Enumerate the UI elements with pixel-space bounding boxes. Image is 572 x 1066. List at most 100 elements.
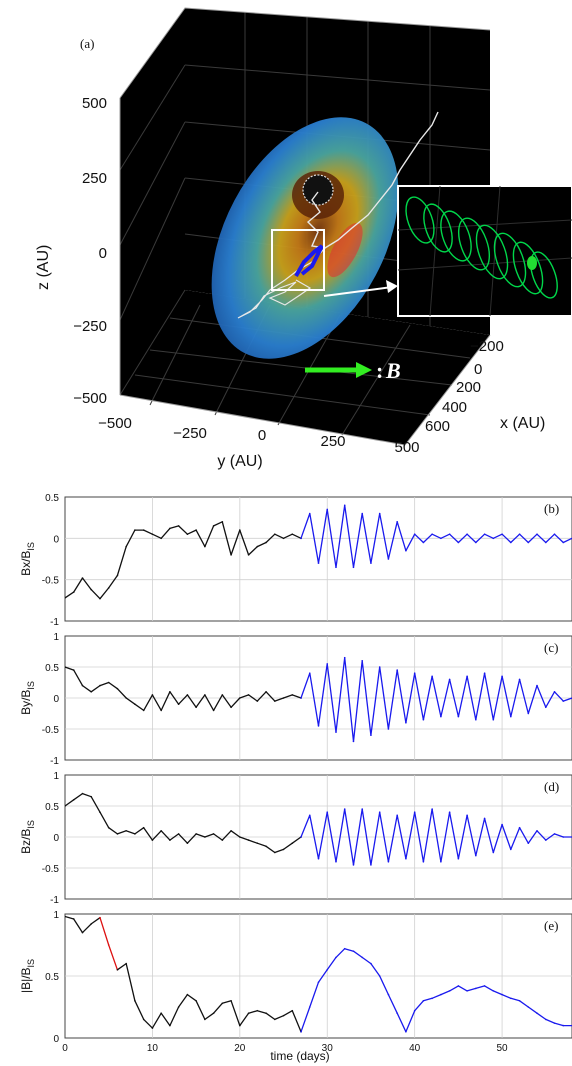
data-point: [72, 669, 75, 671]
y-axis-label: By/BIS: [19, 681, 36, 715]
panel-a: : B (a) 500 250 0 −250 −500 z (AU) −500 …: [35, 7, 572, 470]
data-point: [343, 504, 346, 507]
data-point: [282, 537, 285, 540]
data-point: [387, 728, 390, 730]
data-point: [352, 566, 355, 569]
data-point: [81, 684, 84, 687]
data-point: [116, 574, 119, 577]
data-point: [230, 554, 232, 556]
panel-label: (c): [544, 640, 558, 655]
svg-text:−250: −250: [173, 425, 207, 442]
data-point: [378, 512, 381, 515]
y-axis: −500 −250 0 250 500 y (AU): [98, 415, 419, 470]
data-point: [273, 851, 276, 854]
data-point: [204, 836, 206, 838]
data-point: [160, 537, 162, 540]
x-tick-label: 20: [234, 1043, 246, 1054]
data-point: [116, 833, 119, 835]
data-point: [65, 805, 66, 807]
data-point: [475, 541, 477, 544]
y-tick-label: -1: [50, 617, 59, 628]
y-axis-label: Bz/BIS: [19, 820, 36, 854]
data-point: [518, 1000, 521, 1002]
x-tick-label: 10: [147, 1043, 159, 1054]
data-point: [483, 817, 486, 820]
data-point: [387, 558, 390, 560]
y-tick-label: 1: [53, 910, 59, 921]
data-point: [466, 675, 468, 678]
data-point: [518, 678, 521, 681]
data-point: [510, 848, 512, 851]
data-point: [553, 533, 556, 535]
data-point: [142, 709, 145, 712]
data-point: [352, 864, 355, 866]
data-point: [177, 1006, 180, 1008]
y-axis-label: |B|/BIS: [19, 959, 36, 993]
y-axis-label: Bx/BIS: [19, 542, 36, 576]
data-point: [291, 694, 294, 696]
data-point: [291, 842, 294, 844]
data-point: [431, 997, 433, 1000]
y-tick-label: -0.5: [42, 864, 60, 875]
data-point: [107, 681, 110, 684]
cube-left-wall: [120, 8, 185, 395]
data-point: [483, 533, 486, 535]
z-axis: 500 250 0 −250 −500 z (AU): [35, 95, 107, 407]
data-point: [317, 857, 320, 860]
data-point: [72, 591, 75, 593]
svg-text:200: 200: [456, 379, 481, 396]
data-point: [239, 836, 241, 838]
data-point: [265, 691, 267, 693]
data-point: [413, 811, 416, 813]
data-point: [536, 533, 538, 535]
data-point: [125, 545, 127, 548]
data-point: [308, 672, 311, 674]
data-point: [370, 734, 372, 736]
y-tick-label: 0: [53, 694, 59, 705]
series-line-black: [65, 792, 302, 854]
data-point: [370, 562, 372, 564]
data-point: [99, 811, 101, 813]
data-point: [335, 956, 337, 959]
data-point: [317, 725, 320, 727]
data-point: [256, 842, 259, 844]
data-point: [230, 1000, 232, 1002]
heliosphere-shell: [211, 117, 399, 359]
data-point: [440, 715, 442, 718]
data-point: [448, 678, 451, 681]
series-line-blue: [300, 657, 572, 743]
data-point: [247, 694, 250, 696]
y-tick-label: 0: [53, 833, 59, 844]
data-point: [378, 811, 381, 813]
data-point: [457, 715, 460, 718]
data-point: [361, 512, 364, 515]
data-point: [151, 694, 154, 696]
data-point: [405, 722, 407, 724]
data-point: [177, 703, 180, 705]
svg-text:500: 500: [82, 95, 107, 112]
data-point: [212, 525, 215, 527]
data-point: [308, 512, 311, 515]
data-point: [169, 1024, 171, 1027]
data-point: [247, 554, 250, 556]
data-point: [273, 1018, 276, 1021]
data-point: [501, 823, 503, 826]
data-point: [553, 691, 556, 693]
data-point: [90, 923, 93, 925]
data-point: [90, 588, 93, 591]
data-point: [527, 712, 530, 715]
data-point: [116, 687, 119, 690]
data-point: [204, 545, 206, 548]
data-point: [300, 697, 302, 699]
series-line-black: [65, 521, 302, 600]
field-line: [306, 111, 439, 249]
y-tick-label: 0.5: [45, 972, 59, 983]
data-point: [221, 694, 224, 696]
data-point: [475, 718, 477, 721]
field-line-tangle: [237, 247, 326, 319]
data-point: [326, 969, 329, 971]
series-group: [65, 792, 572, 866]
data-point: [413, 1009, 416, 1012]
data-point: [562, 700, 565, 702]
data-point: [99, 916, 101, 919]
